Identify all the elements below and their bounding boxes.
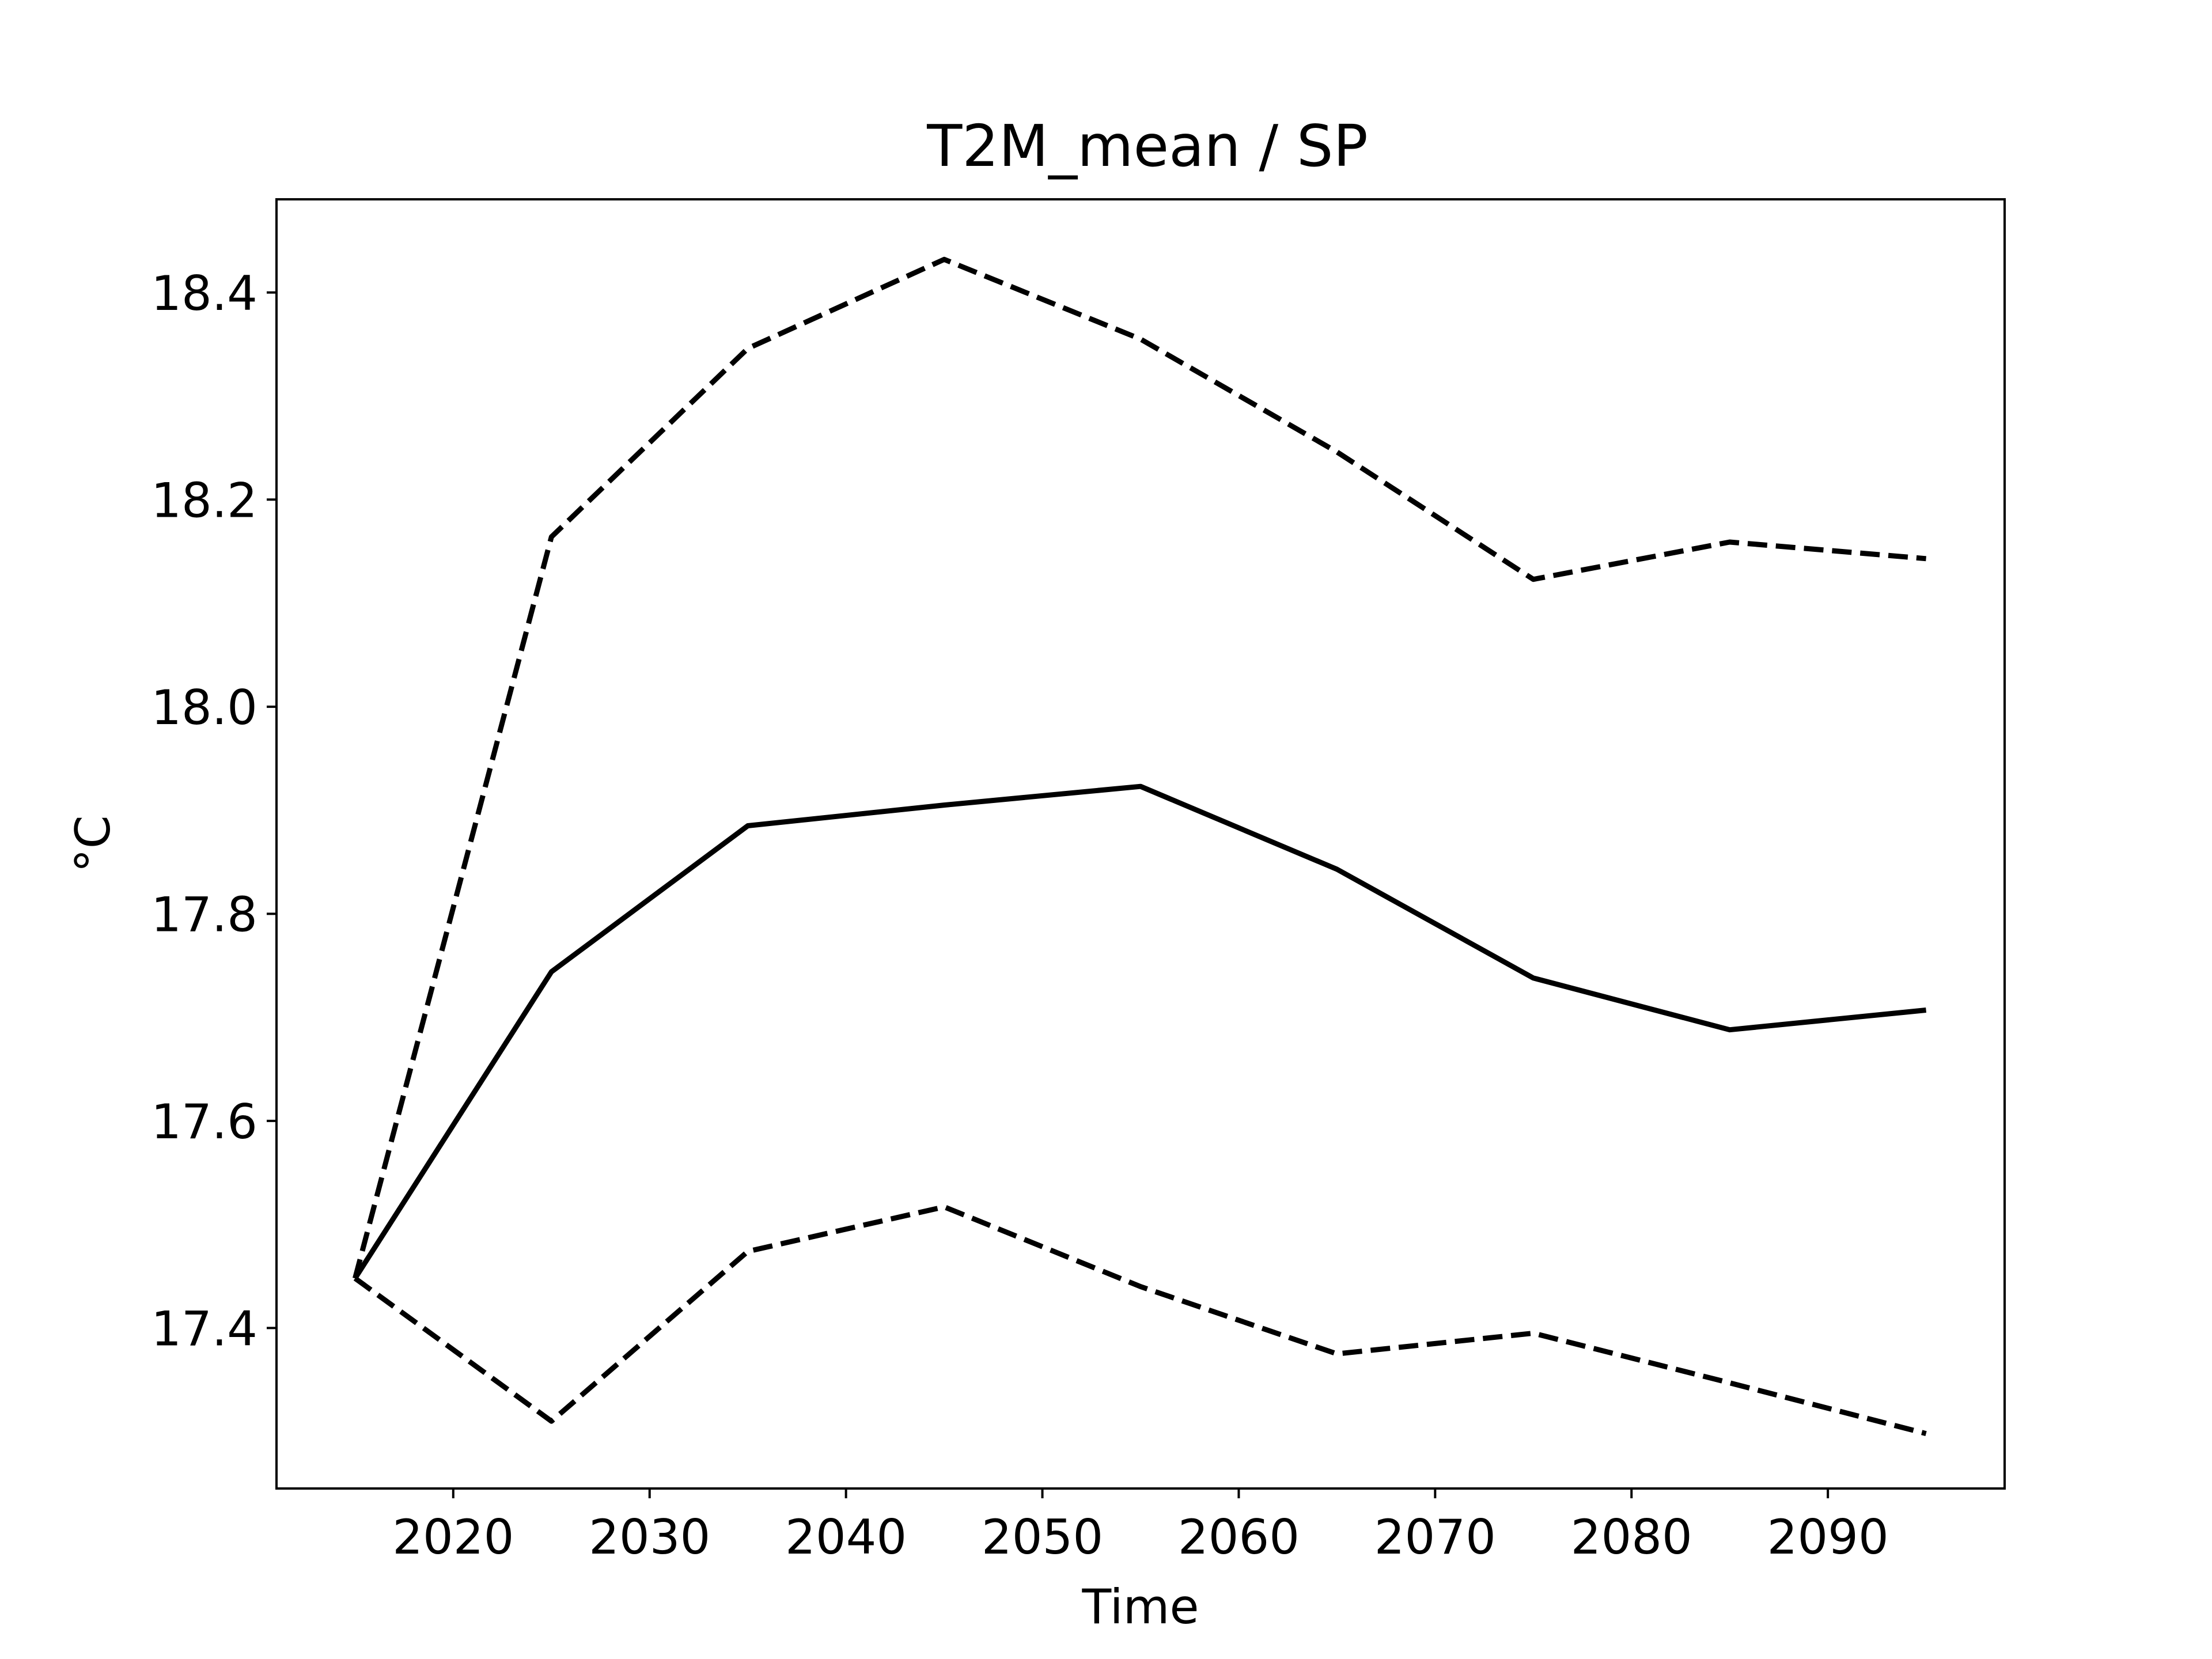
chart-title: T2M_mean / SP bbox=[926, 112, 1368, 180]
x-tick-label: 2040 bbox=[785, 1509, 907, 1565]
y-axis-label: °C bbox=[65, 815, 121, 872]
series-line-1-solid bbox=[353, 783, 1927, 1280]
plot-frame bbox=[275, 198, 2006, 1490]
x-axis-ticks: 2020 2030 2040 2050 2060 2070 2080 2090 bbox=[392, 1488, 1889, 1565]
x-tick-label: 2020 bbox=[392, 1509, 514, 1565]
x-tick-label: 2080 bbox=[1571, 1509, 1692, 1565]
x-tick-label: 2060 bbox=[1178, 1509, 1300, 1565]
series-line-2-dashed bbox=[353, 256, 1926, 1279]
y-tick-label: 18.0 bbox=[151, 680, 257, 736]
x-tick-label: 2050 bbox=[982, 1509, 1103, 1565]
x-tick-label: 2090 bbox=[1767, 1509, 1889, 1565]
x-tick-label: 2070 bbox=[1374, 1509, 1496, 1565]
x-axis-label: Time bbox=[1081, 1579, 1199, 1635]
y-axis-ticks: 17.4 17.6 17.8 18.0 18.2 18.4 bbox=[151, 266, 276, 1357]
y-tick-label: 17.8 bbox=[151, 887, 257, 942]
y-tick-label: 18.4 bbox=[151, 266, 257, 321]
x-tick-label: 2030 bbox=[589, 1509, 710, 1565]
series-line-3-dashed bbox=[353, 1204, 1927, 1437]
y-tick-label: 17.6 bbox=[151, 1094, 257, 1150]
y-tick-label: 18.2 bbox=[151, 472, 257, 528]
y-tick-label: 17.4 bbox=[151, 1301, 257, 1357]
series-layer bbox=[353, 256, 1927, 1437]
